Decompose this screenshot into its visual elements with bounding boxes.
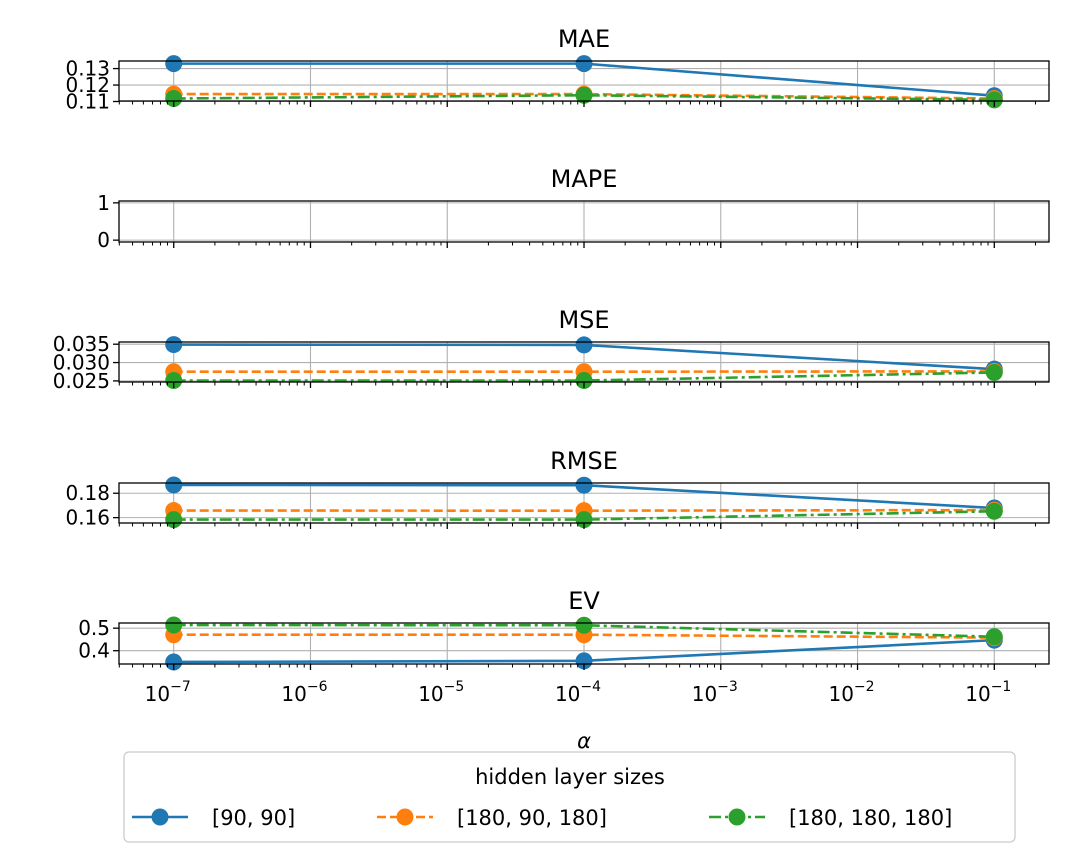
data-point (985, 91, 1003, 109)
data-point (165, 55, 183, 73)
legend-frame (123, 751, 1016, 843)
y-tick-label: 0.11 (65, 89, 110, 113)
subplot-title: MSE (558, 306, 609, 334)
series-line (173, 623, 995, 639)
subplot-title: MAPE (551, 165, 618, 193)
data-point (575, 652, 593, 670)
x-tick-label: 10−4 (555, 679, 601, 706)
data-point (985, 502, 1003, 520)
legend-marker (728, 808, 746, 826)
data-point (575, 86, 593, 104)
series-line (173, 509, 995, 521)
subplot-title: EV (568, 587, 600, 615)
subplot-rmse: 0.160.18 RMSE (65, 447, 1050, 530)
x-tick-label: 10−1 (965, 679, 1011, 706)
y-tick-label: 0.5 (78, 616, 110, 640)
data-point (165, 653, 183, 671)
series-line (173, 93, 995, 102)
data-point (165, 511, 183, 529)
legend-entry: [180, 90, 180] (377, 806, 607, 830)
x-tick-label: 10−7 (145, 679, 191, 706)
legend-marker (151, 808, 169, 826)
legend-entry: [180, 180, 180] (709, 806, 952, 830)
y-tick-label: 0.025 (53, 369, 110, 393)
y-tick-label: 0.12 (65, 73, 110, 97)
y-tick-label: 0.035 (53, 332, 110, 356)
x-tick-label: 10−6 (281, 679, 327, 706)
legend-title: hidden layer sizes (475, 765, 665, 789)
data-point (575, 55, 593, 73)
y-tick-label: 0.13 (65, 57, 110, 81)
data-point (165, 476, 183, 494)
subplot-ev: 0.40.5 EV (78, 587, 1050, 671)
data-point (165, 336, 183, 354)
y-tick-label: 0 (97, 228, 110, 252)
data-point (165, 372, 183, 390)
series-line (173, 371, 995, 382)
y-tick-label: 0.030 (53, 351, 110, 375)
legend-label: [90, 90] (212, 806, 295, 830)
x-tick-label: 10−3 (692, 679, 738, 706)
legend: hidden layer sizes [90, 90] [180, 90, 180… (123, 751, 1016, 843)
legend-entry: [90, 90] (132, 806, 295, 830)
y-tick-label: 1 (97, 191, 110, 215)
legend-entries: [90, 90] [180, 90, 180] [180, 180, 180] (132, 806, 952, 830)
x-tick-labels: 10−7 10−6 10−5 10−4 10−3 10−2 10−1 (145, 679, 1012, 706)
subplot-title: MAE (558, 25, 610, 53)
y-tick-label: 0.4 (78, 639, 110, 663)
x-axis-label: α (577, 729, 591, 753)
data-point (165, 90, 183, 108)
subplot-title: RMSE (550, 447, 618, 475)
x-tick-label: 10−2 (828, 679, 874, 706)
subplot-mape: 0 1 MAPE (97, 165, 1050, 252)
x-tick-label: 10−5 (418, 679, 464, 706)
y-tick-label: 0.18 (65, 481, 110, 505)
subplot-mae: 0.110.120.13 MAE (65, 25, 1050, 113)
data-point (165, 616, 183, 634)
data-point (575, 336, 593, 354)
data-point (985, 628, 1003, 646)
data-point (985, 363, 1003, 381)
legend-label: [180, 90, 180] (457, 806, 607, 830)
subplots: 0.110.120.13MAE01MAPE0.0250.0300.035MSE0… (53, 25, 1050, 706)
data-point (575, 616, 593, 634)
y-tick-label: 0.16 (65, 506, 110, 530)
legend-label: [180, 180, 180] (789, 806, 952, 830)
data-point (575, 476, 593, 494)
data-point (575, 372, 593, 390)
legend-marker (396, 808, 414, 826)
data-point (575, 511, 593, 529)
